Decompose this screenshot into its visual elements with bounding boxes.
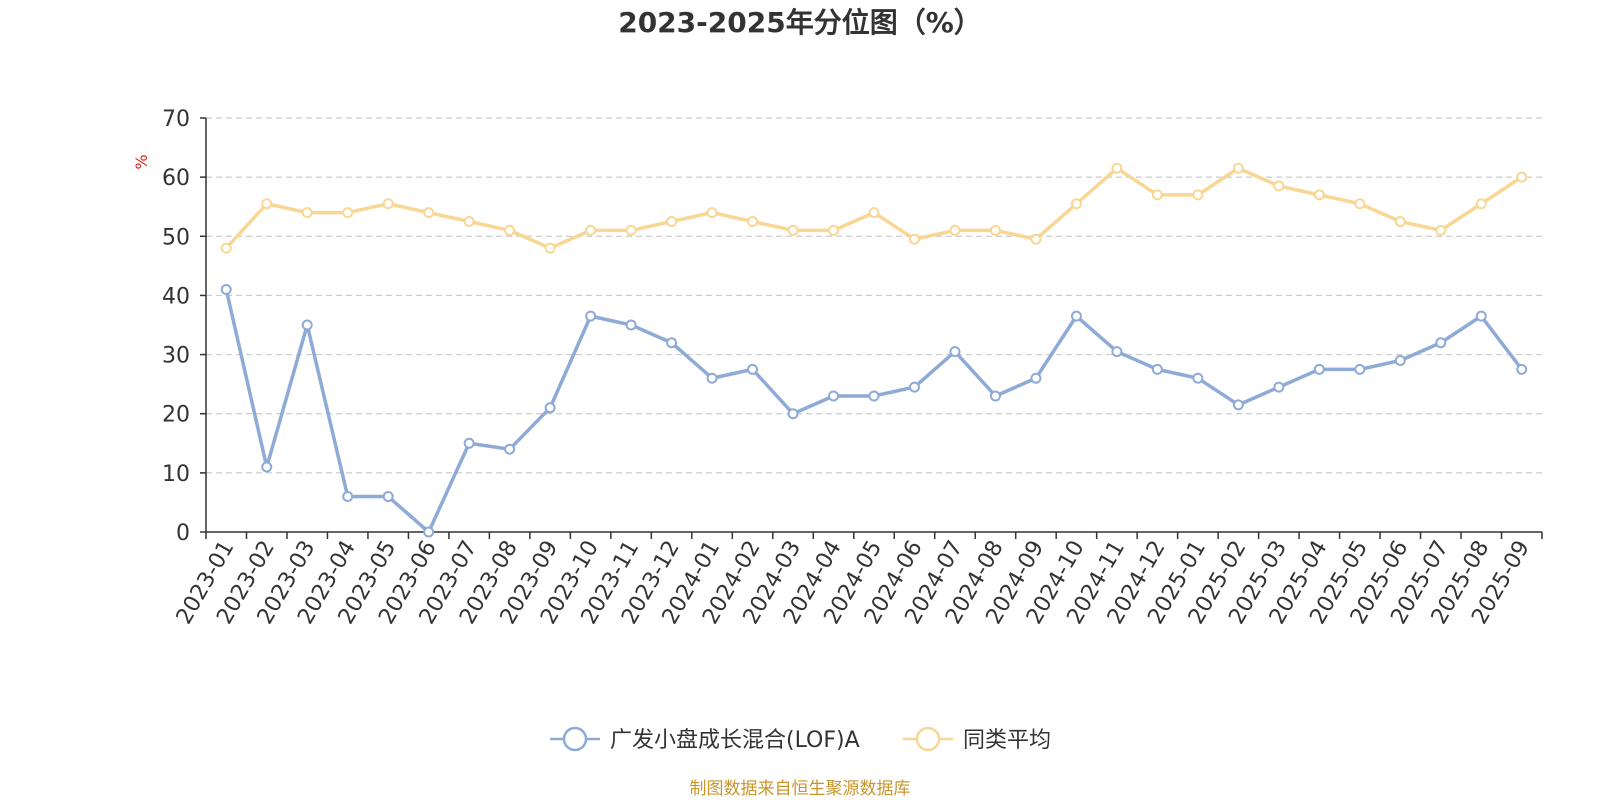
legend-item-1[interactable]: 同类平均 — [903, 726, 1051, 753]
data-point[interactable] — [1516, 171, 1528, 183]
data-point[interactable] — [1313, 363, 1325, 375]
data-point[interactable] — [423, 526, 435, 538]
data-point[interactable] — [1273, 180, 1285, 192]
data-point[interactable] — [1192, 189, 1204, 201]
grid-lines — [206, 117, 1542, 474]
data-point[interactable] — [666, 216, 678, 227]
data-point[interactable] — [908, 381, 920, 393]
data-point[interactable] — [463, 437, 475, 449]
y-tick-label: 0 — [176, 521, 190, 546]
data-point[interactable] — [747, 216, 759, 227]
y-tick-label: 40 — [162, 284, 190, 309]
data-point[interactable] — [868, 390, 880, 402]
data-point[interactable] — [342, 491, 354, 503]
legend-circle-icon — [915, 726, 941, 752]
data-point[interactable] — [261, 198, 273, 210]
data-point[interactable] — [504, 443, 516, 455]
legend-circle-icon — [562, 726, 588, 752]
data-point[interactable] — [828, 224, 840, 236]
y-tick-label: 60 — [162, 166, 190, 191]
data-point[interactable] — [787, 408, 799, 420]
legend-label: 同类平均 — [963, 728, 1051, 753]
data-point[interactable] — [1232, 399, 1244, 411]
data-point[interactable] — [1192, 372, 1204, 384]
data-point[interactable] — [301, 319, 313, 331]
series-0 — [220, 284, 1528, 538]
data-point[interactable] — [261, 461, 273, 473]
y-tick-label: 20 — [162, 403, 190, 428]
data-point[interactable] — [908, 233, 920, 245]
y-axis-label: % — [132, 154, 151, 169]
data-point[interactable] — [1313, 189, 1325, 201]
y-tick-label: 70 — [162, 107, 190, 132]
data-point[interactable] — [1354, 198, 1366, 210]
data-point[interactable] — [544, 242, 556, 254]
data-point[interactable] — [1151, 189, 1163, 201]
data-point[interactable] — [1070, 198, 1082, 210]
data-point[interactable] — [1394, 354, 1406, 366]
series-1 — [220, 162, 1528, 254]
data-point[interactable] — [1475, 310, 1487, 322]
data-point[interactable] — [220, 284, 232, 296]
series-line-0 — [224, 289, 1524, 534]
data-point[interactable] — [787, 224, 799, 236]
data-point[interactable] — [706, 372, 718, 384]
y-tick-label: 10 — [162, 462, 190, 487]
data-point[interactable] — [1030, 233, 1042, 245]
data-point[interactable] — [1111, 162, 1123, 174]
data-point[interactable] — [625, 319, 637, 331]
series-lines — [220, 162, 1528, 538]
data-point[interactable] — [1435, 224, 1447, 236]
legend-label: 广发小盘成长混合(LOF)A — [610, 728, 860, 753]
data-point[interactable] — [1273, 381, 1285, 393]
data-point[interactable] — [301, 207, 313, 219]
y-tick-label: 30 — [162, 344, 190, 369]
data-point[interactable] — [1151, 363, 1163, 375]
data-point[interactable] — [1232, 162, 1244, 174]
data-point[interactable] — [463, 216, 475, 227]
data-point[interactable] — [382, 491, 394, 503]
data-point[interactable] — [504, 224, 516, 236]
data-point[interactable] — [625, 224, 637, 236]
data-point[interactable] — [747, 363, 759, 375]
data-point[interactable] — [1435, 337, 1447, 349]
legend-item-0[interactable]: 广发小盘成长混合(LOF)A — [550, 726, 860, 753]
data-point[interactable] — [828, 390, 840, 402]
data-point[interactable] — [868, 207, 880, 219]
data-point[interactable] — [342, 207, 354, 219]
data-point[interactable] — [1394, 216, 1406, 227]
data-point[interactable] — [423, 207, 435, 219]
data-point[interactable] — [949, 346, 961, 358]
data-point[interactable] — [989, 224, 1001, 236]
y-tick-label: 50 — [162, 225, 190, 250]
data-point[interactable] — [585, 310, 597, 322]
data-source-note: 制图数据来自恒生聚源数据库 — [690, 779, 911, 799]
data-point[interactable] — [585, 224, 597, 236]
data-point[interactable] — [1070, 310, 1082, 322]
data-point[interactable] — [382, 198, 394, 210]
data-point[interactable] — [1516, 363, 1528, 375]
chart-title: 2023-2025年分位图（%） — [618, 6, 982, 39]
data-point[interactable] — [1354, 363, 1366, 375]
data-point[interactable] — [706, 207, 718, 219]
data-point[interactable] — [1030, 372, 1042, 384]
data-point[interactable] — [220, 242, 232, 254]
data-point[interactable] — [1475, 198, 1487, 210]
data-point[interactable] — [1111, 346, 1123, 358]
data-point[interactable] — [666, 337, 678, 349]
data-point[interactable] — [949, 224, 961, 236]
legend[interactable]: 广发小盘成长混合(LOF)A 同类平均 — [550, 726, 1051, 753]
data-point[interactable] — [544, 402, 556, 414]
data-point[interactable] — [989, 390, 1001, 402]
